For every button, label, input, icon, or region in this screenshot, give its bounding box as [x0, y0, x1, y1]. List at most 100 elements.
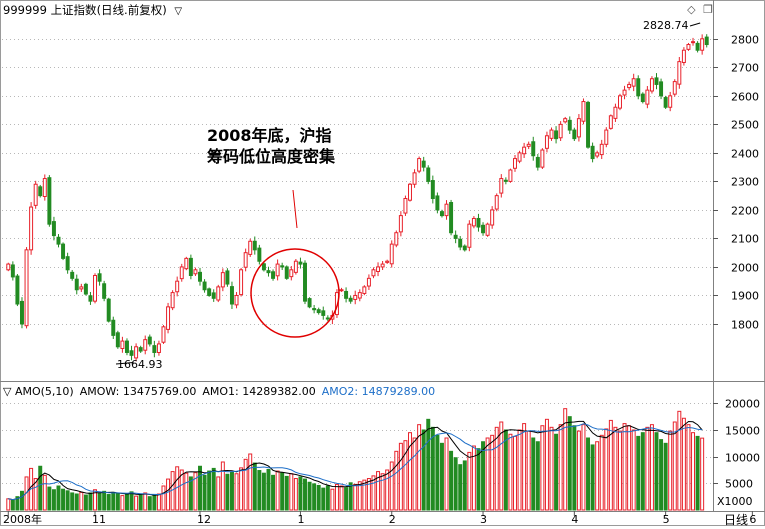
volume-bar	[38, 465, 43, 511]
candle-body	[38, 186, 43, 197]
volume-bar	[198, 465, 202, 511]
candle-body	[494, 195, 499, 210]
volume-bar	[70, 492, 75, 511]
candle-body	[289, 269, 294, 278]
candle-body	[339, 289, 344, 292]
candle-body	[608, 115, 613, 129]
volume-bar	[33, 478, 38, 511]
volume-bar	[111, 491, 116, 511]
volume-indicator-name[interactable]: ▽ AMO(5,10)	[3, 385, 74, 398]
volume-bar	[526, 430, 531, 511]
candle-body	[307, 298, 312, 308]
candle-body	[261, 263, 266, 271]
price-tick-label: 2300	[731, 176, 759, 189]
candle-body	[166, 306, 171, 330]
volume-bar	[672, 421, 677, 511]
candle-body	[284, 266, 289, 279]
volume-bar	[152, 495, 157, 511]
candle-body	[668, 95, 673, 108]
candle-body	[544, 135, 549, 149]
volume-bar	[248, 453, 253, 511]
candle-body	[51, 221, 56, 237]
volume-bar	[88, 492, 93, 511]
volume-bar	[554, 433, 559, 511]
volume-bar	[449, 450, 454, 511]
candle-body	[572, 129, 577, 140]
volume-indicator-header[interactable]: ▽ AMO(5,10) AMOW: 13475769.00 AMO1: 142893…	[3, 385, 441, 398]
candle-body	[558, 123, 563, 139]
volume-bar	[599, 434, 604, 511]
volume-bar	[558, 424, 563, 511]
volume-bar	[398, 442, 403, 511]
candle-body	[138, 347, 143, 352]
candle-body	[353, 294, 358, 300]
candle-body	[56, 236, 61, 245]
volume-bar	[517, 429, 522, 511]
volume-bar	[677, 410, 682, 511]
volume-bar	[691, 432, 696, 511]
diamond-icon[interactable]: ◇	[687, 3, 696, 16]
volume-bar	[321, 487, 326, 511]
candle-body	[576, 118, 581, 138]
volume-bar	[252, 462, 257, 511]
candle-body	[111, 319, 116, 336]
volume-bar	[531, 437, 536, 511]
volume-bar	[513, 435, 517, 511]
volume-bar	[700, 437, 705, 511]
volume-bar	[462, 460, 467, 511]
volume-unit-label: X1000	[717, 495, 753, 508]
price-tick-label: 2100	[731, 233, 759, 246]
max-price-label: 2828.74	[643, 19, 689, 32]
price-tick-label: 2500	[731, 119, 759, 132]
volume-bar	[225, 473, 230, 511]
volume-bar	[608, 419, 613, 511]
volume-bar	[6, 498, 11, 511]
candles-group	[6, 34, 709, 362]
amo2-line	[8, 423, 703, 501]
volume-bar	[481, 441, 486, 511]
candle-body	[202, 281, 207, 291]
annotation-text: 2008年底，沪指 筹码低位高度密集	[207, 125, 335, 167]
candle-body	[15, 275, 20, 305]
candle-body	[371, 269, 376, 277]
volume-bar	[307, 481, 312, 511]
candle-body	[275, 263, 280, 277]
period-dropdown-icon[interactable]: ▽	[174, 6, 183, 17]
candle-body	[549, 129, 554, 139]
restore-icon[interactable]: ❐	[703, 3, 713, 16]
candle-body	[567, 119, 572, 131]
volume-bar	[371, 475, 376, 511]
candle-body	[362, 286, 367, 294]
candle-body	[659, 81, 664, 97]
volume-bar	[535, 441, 540, 511]
candle-body	[417, 158, 422, 172]
candle-body	[147, 336, 152, 345]
candle-body	[604, 129, 609, 145]
stock-code: 999999	[3, 3, 47, 17]
volume-bar	[129, 491, 134, 511]
candle-body	[325, 317, 330, 320]
volume-bar	[166, 478, 171, 511]
volume-bar	[202, 474, 207, 511]
candle-body	[225, 270, 230, 285]
candle-body	[481, 224, 486, 234]
candle-body	[526, 143, 531, 147]
candle-body	[449, 201, 454, 234]
candle-body	[120, 340, 125, 349]
candle-body	[398, 215, 403, 233]
volume-bar	[549, 426, 554, 511]
volume-bar	[65, 490, 70, 511]
volume-bar	[389, 461, 394, 511]
volume-bar	[572, 425, 577, 511]
annotation-circle	[250, 248, 340, 338]
candle-body	[563, 118, 568, 123]
time-tick-label: 11	[92, 513, 106, 526]
candle-body	[586, 101, 591, 148]
volume-bar	[79, 491, 84, 511]
chart-title[interactable]: 999999 上证指数(日线.前复权) ▽	[3, 2, 182, 18]
candle-body	[645, 89, 650, 105]
volume-bar	[408, 432, 412, 511]
candle-body	[29, 206, 34, 251]
